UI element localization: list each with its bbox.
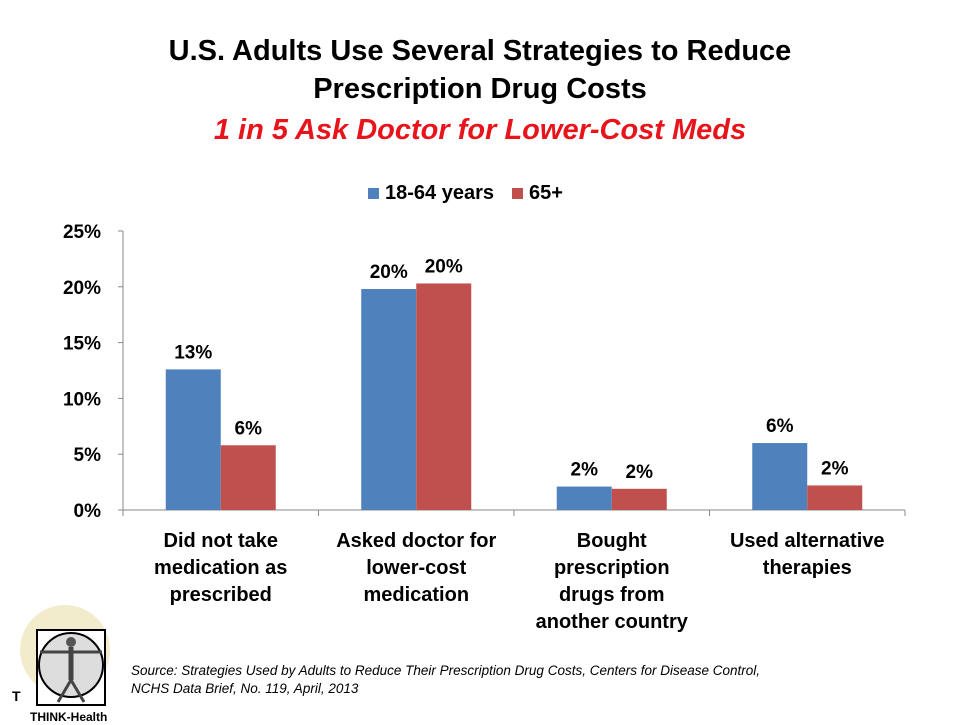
bar-65-3 [807, 485, 863, 510]
data-label: 6% [766, 416, 794, 437]
source-line-2: NCHS Data Brief, No. 119, April, 2013 [131, 681, 359, 696]
data-label: 20% [425, 256, 463, 277]
x-category-label: Did not take [164, 530, 278, 552]
x-category-label: lower-cost [366, 557, 466, 579]
x-category-label: Bought [577, 530, 647, 552]
legend-swatch [368, 188, 379, 199]
data-label: 6% [235, 418, 263, 439]
bar-1864years-2 [556, 486, 612, 510]
y-tick-label: 20% [63, 278, 101, 299]
x-category-label: another country [536, 611, 689, 633]
x-category-label: drugs from [559, 584, 665, 606]
bar-1864years-0 [165, 369, 221, 510]
chart-subtitle: 1 in 5 Ask Doctor for Lower-Cost Meds [213, 114, 747, 146]
data-label: 13% [174, 342, 212, 363]
y-tick-label: 25% [63, 222, 101, 243]
x-category-label: Used alternative [730, 530, 885, 552]
x-category-label: medication as [154, 557, 287, 579]
bar-65-1 [416, 283, 472, 510]
x-category-label: Asked doctor for [336, 530, 496, 552]
bar-65-2 [611, 488, 667, 510]
think-health-logo [10, 600, 130, 720]
bar-1864years-3 [752, 443, 808, 510]
legend-label: 65+ [528, 182, 563, 204]
source-note: Source: Strategies Used by Adults to Red… [131, 662, 760, 698]
y-tick-label: 10% [63, 389, 101, 410]
x-category-label: prescribed [170, 584, 272, 606]
legend-item-65plus: 65+ [511, 182, 563, 205]
data-label: 20% [370, 262, 408, 283]
data-label: 2% [571, 460, 599, 481]
x-category-label: prescription [554, 557, 670, 579]
x-category-label: medication [363, 584, 469, 606]
bar-chart: 0% 5% 10% 15% 20% 25% 13% 6% Did not take medicat… [63, 222, 906, 633]
legend: 18-64 years 65+ [368, 182, 563, 205]
data-label: 2% [821, 458, 849, 479]
y-tick-label: 15% [63, 334, 101, 355]
logo-letter: T [12, 688, 21, 704]
legend-label: 18-64 years [385, 182, 494, 204]
legend-item-18-64: 18-64 years [368, 182, 494, 205]
source-line-1: Source: Strategies Used by Adults to Red… [131, 663, 761, 678]
data-label: 2% [626, 462, 654, 483]
bar-1864years-1 [361, 289, 417, 510]
bar-65-0 [220, 445, 276, 510]
logo-name: THINK-Health [30, 710, 108, 724]
legend-swatch [511, 188, 523, 199]
y-tick-label: 5% [74, 445, 102, 466]
chart-title-line-2: Prescription Drug Costs [313, 73, 647, 105]
x-category-label: therapies [763, 557, 852, 579]
y-tick-label: 0% [74, 501, 102, 522]
chart-title-line-1: U.S. Adults Use Several Strategies to Re… [168, 35, 792, 67]
